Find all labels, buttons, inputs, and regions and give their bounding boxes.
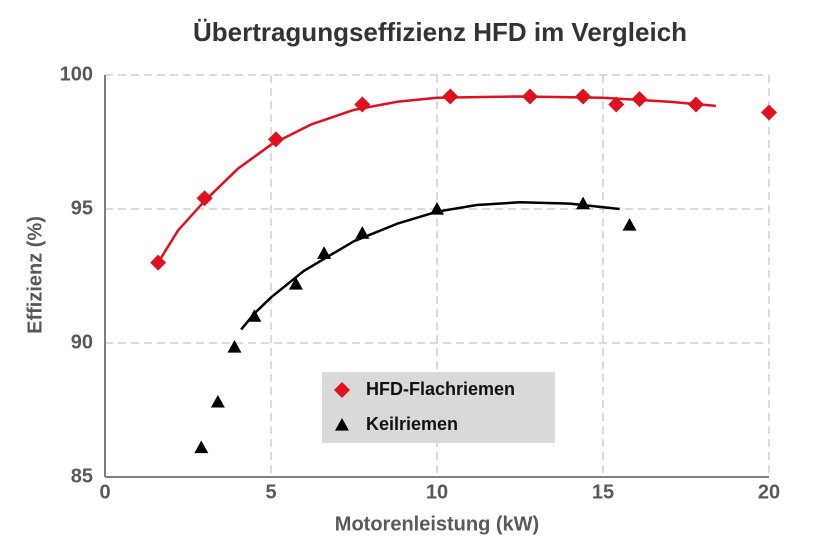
x-tick-label: 10: [426, 481, 448, 503]
marker-diamond: [521, 88, 538, 105]
y-tick-label: 95: [71, 197, 93, 219]
marker-diamond: [631, 91, 648, 108]
legend-label: Keilriemen: [366, 414, 458, 434]
chart-title: Übertragungseffizienz HFD im Vergleich: [193, 17, 687, 47]
legend-label: HFD-Flachriemen: [366, 379, 515, 399]
marker-diamond: [442, 88, 459, 105]
marker-diamond: [575, 88, 592, 105]
legend-box: [322, 372, 555, 443]
x-axis-label: Motorenleistung (kW): [335, 513, 539, 535]
marker-diamond: [354, 96, 371, 113]
y-axis-label: Effizienz (%): [24, 216, 46, 334]
marker-diamond: [267, 131, 284, 148]
marker-diamond: [761, 104, 777, 121]
marker-triangle: [288, 277, 303, 290]
marker-triangle: [227, 340, 242, 353]
marker-triangle: [355, 226, 370, 239]
marker-diamond: [608, 96, 625, 113]
x-tick-label: 5: [265, 481, 276, 503]
y-tick-label: 100: [60, 63, 93, 85]
marker-triangle: [576, 196, 591, 210]
marker-triangle: [194, 440, 209, 454]
legend: HFD-Flachriemen Keilriemen: [322, 372, 555, 443]
y-tick-label: 90: [71, 331, 93, 353]
marker-diamond: [150, 254, 167, 271]
marker-triangle: [335, 418, 349, 431]
marker-triangle: [430, 202, 444, 215]
marker-diamond: [687, 96, 704, 113]
marker-triangle: [317, 246, 332, 259]
x-tick-label: 20: [758, 481, 780, 503]
marker-diamond: [334, 382, 350, 398]
marker-triangle: [247, 309, 262, 322]
trendline: [240, 201, 620, 331]
marker-triangle: [210, 394, 225, 408]
x-tick-label: 0: [99, 481, 110, 503]
marker-triangle: [622, 218, 637, 231]
marker-diamond: [196, 190, 213, 207]
x-tick-label: 15: [592, 481, 614, 503]
y-tick-label: 85: [71, 465, 93, 487]
